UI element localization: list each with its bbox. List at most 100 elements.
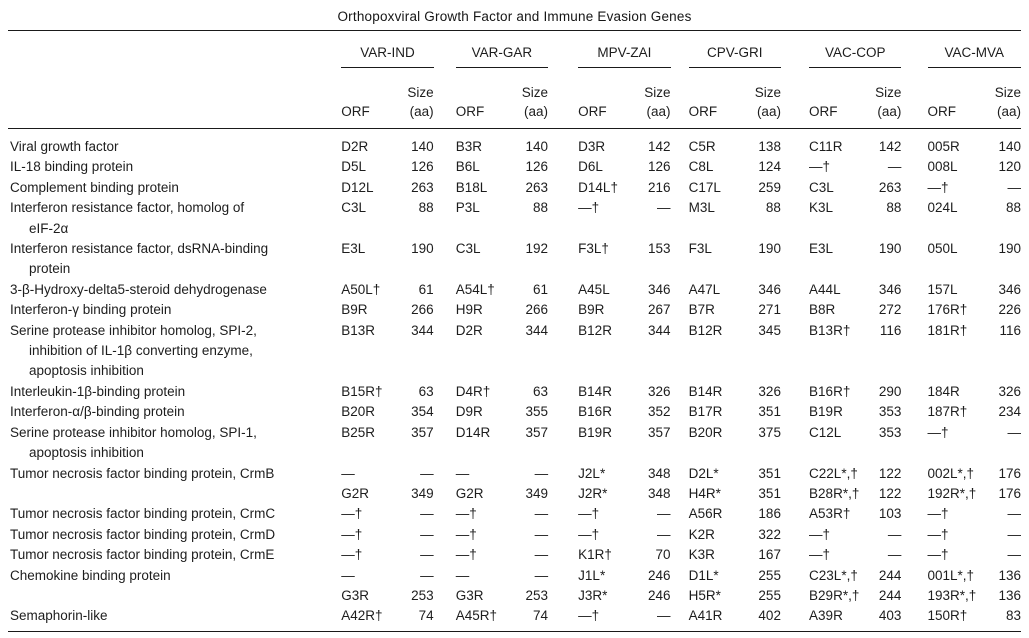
gene-name-cell: Complement binding protein [8, 178, 331, 198]
spacer-cell [331, 280, 341, 300]
spacer-cell [781, 239, 809, 280]
size-cell: 351 [758, 485, 781, 501]
size-cell: 346 [648, 281, 671, 297]
gene-name-line: IL-18 binding protein [10, 159, 134, 175]
size-cell: 263 [525, 179, 549, 195]
size-cell: 83 [985, 606, 1021, 632]
orf-cell: C8L [688, 159, 714, 175]
size-cell: 88 [533, 200, 549, 216]
gene-name-cell [8, 484, 331, 504]
spacer-cell [671, 525, 689, 545]
spacer-cell [781, 157, 809, 177]
size-cell: 138 [758, 139, 781, 154]
size-cell: 326 [758, 383, 781, 399]
spacer-cell [901, 239, 927, 280]
spacer-cell [781, 484, 809, 504]
size-cell: — [1007, 526, 1022, 542]
spacer-cell [781, 382, 809, 402]
spacer-cell [331, 321, 341, 382]
orf-cell: D3R [578, 139, 606, 154]
spacer-cell [331, 464, 341, 484]
orf-cell: —† [809, 526, 831, 542]
gene-name-cell: IL-18 binding protein [8, 157, 331, 177]
spacer-cell [781, 464, 809, 484]
size-header-line1: Size [994, 85, 1021, 100]
orf-cell: P3L [455, 200, 480, 216]
size-cell: — [1007, 506, 1022, 522]
orf-cell: 157L [927, 281, 958, 297]
size-cell: 186 [758, 506, 781, 522]
size-cell: 176 [998, 485, 1021, 501]
spacer-cell [548, 464, 578, 484]
orf-cell: — [455, 567, 470, 583]
orf-cell: —† [578, 506, 600, 522]
gene-name-cell: 3-β-Hydroxy-delta5-steroid dehydrogenase [8, 280, 331, 300]
gene-name-cell: Interleukin-1β-binding protein [8, 382, 331, 402]
spacer-cell [781, 321, 809, 382]
orf-cell: B18L [455, 179, 488, 195]
size-cell: 142 [648, 139, 671, 154]
orf-cell: 181R† [927, 322, 968, 338]
spacer-cell [331, 484, 341, 504]
gene-name-cell: Chemokine binding protein [8, 566, 331, 586]
size-cell: 272 [878, 302, 902, 318]
spacer-cell [671, 280, 689, 300]
orf-cell: 150R† [927, 606, 986, 632]
size-cell: 403 [867, 606, 902, 632]
size-cell: 190 [878, 241, 902, 257]
orf-cell: D2R [455, 322, 483, 338]
table-row: G2R 349 G2R 349 J2R* 348 H4R* 351 B28R*,† 122 192R… [8, 484, 1021, 504]
spacer-cell [331, 67, 342, 129]
column-group-row: VAR-IND VAR-GAR MPV-ZAI CPV-GRI VAC-COP VAC-M… [8, 30, 1021, 68]
orf-cell: K3R [688, 547, 715, 563]
spacer-cell [548, 525, 578, 545]
orf-cell: C3L [809, 179, 834, 195]
size-cell: — [636, 606, 671, 632]
gene-name-cell [8, 586, 331, 606]
column-group-cpv-gri: CPV-GRI [688, 30, 781, 68]
size-cell: 244 [878, 587, 902, 603]
orf-cell: B6L [455, 159, 480, 175]
size-cell: 126 [411, 159, 434, 175]
table-body: Viral growth factor D2R 140 B3R 140 D3R 142 C5R… [8, 129, 1021, 632]
spacer-cell [331, 198, 341, 239]
orf-cell: D12L [341, 179, 374, 195]
orf-cell: —† [455, 506, 477, 522]
size-cell: 63 [418, 383, 434, 399]
gene-name-cell: Serine protease inhibitor homolog, SPI-2… [8, 321, 331, 382]
orf-cell: B25R [341, 424, 376, 440]
size-cell: 357 [648, 424, 671, 440]
orf-cell: B19R [578, 424, 612, 440]
spacer-cell [548, 484, 578, 504]
size-cell: 88 [765, 200, 781, 216]
size-cell: 246 [648, 587, 671, 603]
orf-cell: B7R [688, 302, 715, 318]
spacer-cell [901, 178, 927, 198]
size-header-line1: Size [521, 85, 549, 100]
spacer-cell [331, 566, 341, 586]
gene-name-cell: Interferon resistance factor, dsRNA-bind… [8, 239, 331, 280]
size-cell: — [534, 547, 549, 563]
orf-cell: 184R [927, 383, 960, 399]
size-cell: 88 [418, 200, 434, 216]
spacer-cell [901, 545, 927, 565]
spacer-cell [434, 586, 456, 606]
orf-cell: D14R [455, 424, 491, 440]
spacer-cell [434, 300, 456, 320]
spacer-cell [671, 464, 689, 484]
size-cell: 402 [746, 606, 781, 632]
orf-cell: M3L [688, 200, 715, 216]
spacer-cell [671, 198, 689, 239]
size-cell: 103 [878, 506, 902, 522]
spacer-cell [901, 606, 928, 632]
table-row: Tumor necrosis factor binding protein, C… [8, 525, 1021, 545]
spacer-cell [434, 129, 456, 158]
orf-header-mpv-zai: ORF [578, 67, 637, 129]
size-cell: 122 [878, 485, 902, 501]
table-title: Orthopoxviral Growth Factor and Immune E… [337, 9, 692, 24]
size-header-line1: Size [644, 85, 671, 100]
size-cell: 226 [998, 302, 1021, 318]
spacer-cell [434, 464, 456, 484]
gene-name-cell: Serine protease inhibitor homolog, SPI-1… [8, 423, 331, 464]
spacer-cell [331, 178, 341, 198]
